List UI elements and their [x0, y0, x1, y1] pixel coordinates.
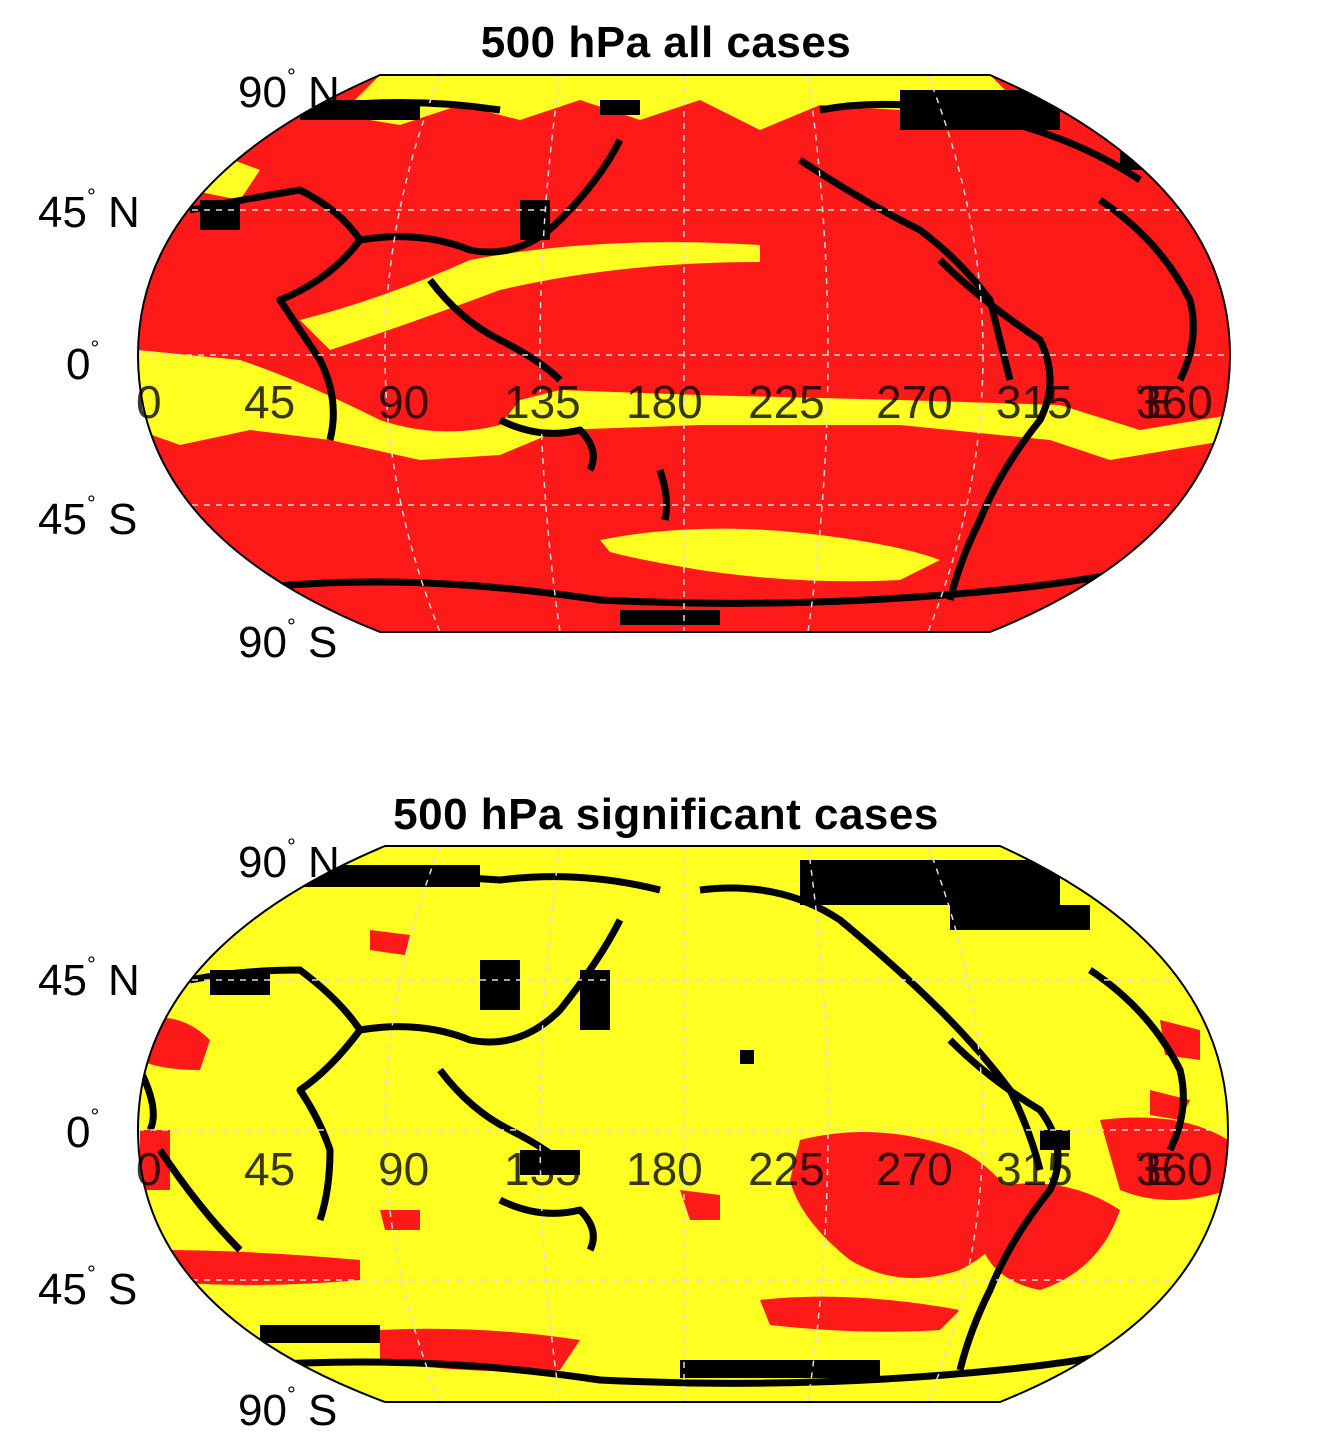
positive-regions — [140, 930, 1228, 1372]
lat-label-45n: 45° N — [38, 184, 140, 237]
lat-label-90n: 90° N — [238, 834, 340, 887]
graticule — [138, 846, 1228, 1402]
lon-label: 0 — [136, 376, 162, 428]
map-frame — [136, 74, 1232, 633]
map-panel-all-cases: 500 hPa all cases 90° N 45° N 0° 45° S 9… — [0, 0, 1332, 700]
graticule — [138, 75, 1230, 632]
lat-label-90s: 90° S — [238, 614, 338, 667]
lon-label: 90 — [378, 1143, 430, 1195]
panel-title: 500 hPa significant cases — [393, 790, 939, 839]
black-patches — [210, 860, 1090, 1378]
map-panel-significant-cases: 500 hPa significant cases 90° N 45° N 0°… — [0, 770, 1332, 1454]
lon-label: 315 — [996, 1143, 1073, 1195]
lat-label-90n: 90° N — [238, 64, 340, 117]
lat-label-45s: 45° S — [38, 1261, 138, 1314]
lon-label: 135 — [504, 376, 581, 428]
panel-title: 500 hPa all cases — [480, 18, 852, 67]
lon-label: 45 — [244, 1143, 296, 1195]
lon-label: 270 — [876, 1143, 953, 1195]
lon-label: 180 — [626, 1143, 703, 1195]
lon-label: 225 — [748, 1143, 825, 1195]
lon-label: 360 ° E — [1136, 376, 1213, 428]
lon-label: 270 — [876, 376, 953, 428]
lat-label-0: 0° — [66, 336, 100, 389]
lat-label-45s: 45° S — [38, 491, 138, 544]
map-frame — [136, 845, 1230, 1403]
lon-label: 225 — [748, 376, 825, 428]
lat-label-90s: 90° S — [238, 1382, 338, 1435]
lon-label: 315 — [996, 376, 1073, 428]
robinson-map-significant-cases — [136, 845, 1230, 1403]
lon-label: 180 — [626, 376, 703, 428]
coastlines — [189, 99, 1197, 607]
lat-label-45n: 45° N — [38, 952, 140, 1005]
lon-label: 0 — [136, 1143, 162, 1195]
lon-label: 360 ° E — [1136, 1143, 1213, 1195]
robinson-map-all-cases — [136, 74, 1232, 633]
lon-label: 45 — [244, 376, 296, 428]
lat-label-0: 0° — [66, 1104, 100, 1157]
lon-label: 135 — [504, 1143, 581, 1195]
lon-label: 90 — [378, 376, 430, 428]
